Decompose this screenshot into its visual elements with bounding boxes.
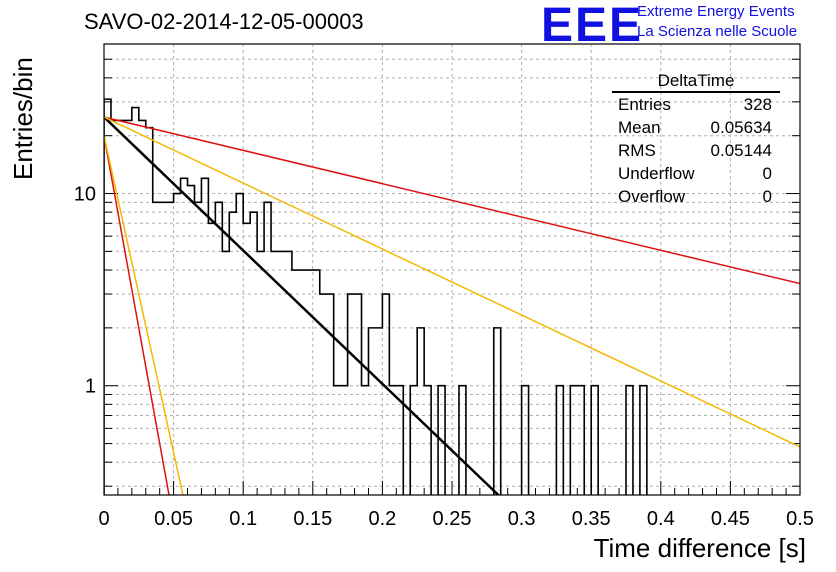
x-tick-label: 0.1: [229, 508, 257, 530]
logo-text: EEE: [541, 0, 644, 52]
x-tick-label: 0.35: [572, 508, 611, 530]
reference-line: [104, 135, 170, 495]
reference-line: [104, 135, 184, 495]
stats-row-underflow: Underflow 0: [612, 162, 780, 185]
stats-title: DeltaTime: [612, 70, 780, 93]
logo-line-2: La Scienza nelle Scuole: [637, 23, 798, 40]
stats-label: Overflow: [618, 187, 686, 206]
x-tick-label: 0.45: [711, 508, 750, 530]
reference-line: [104, 116, 800, 285]
x-tick-label: 0.3: [508, 508, 536, 530]
stats-box: DeltaTime Entries 328 Mean 0.05634 RMS 0…: [612, 70, 780, 208]
x-tick-label: 0: [98, 508, 109, 530]
stats-label: Mean: [618, 118, 661, 137]
x-tick-label: 0.2: [368, 508, 396, 530]
stats-row-entries: Entries 328: [612, 93, 780, 116]
x-tick-label: 0.25: [433, 508, 472, 530]
x-tick-label: 0.15: [293, 508, 332, 530]
stats-label: Underflow: [618, 164, 695, 183]
y-axis-label: Entries/bin: [8, 57, 38, 180]
y-tick-label: 10: [74, 184, 96, 206]
stats-value: 0.05144: [710, 141, 772, 160]
stats-row-overflow: Overflow 0: [612, 185, 780, 208]
x-tick-label: 0.5: [786, 508, 814, 530]
x-axis-label: Time difference [s]: [593, 533, 806, 563]
plot-frame: [103, 43, 801, 496]
reference-line: [104, 116, 800, 448]
stats-row-mean: Mean 0.05634: [612, 116, 780, 139]
stats-value: 328: [743, 95, 772, 114]
stats-row-rms: RMS 0.05144: [612, 139, 780, 162]
y-tick-label: 1: [85, 376, 96, 398]
stats-value: 0: [762, 187, 772, 206]
x-tick-label: 0.4: [647, 508, 675, 530]
histogram-outline: [104, 98, 648, 495]
stats-value: 0.05634: [710, 118, 772, 137]
stats-label: Entries: [618, 95, 671, 114]
fit-line: [104, 116, 500, 495]
x-tick-label: 0.05: [154, 508, 193, 530]
stats-label: RMS: [618, 141, 656, 160]
logo-line-1: Extreme Energy Events: [637, 3, 795, 20]
stats-value: 0: [762, 164, 772, 183]
chart-title: SAVO-02-2014-12-05-00003: [84, 9, 364, 34]
